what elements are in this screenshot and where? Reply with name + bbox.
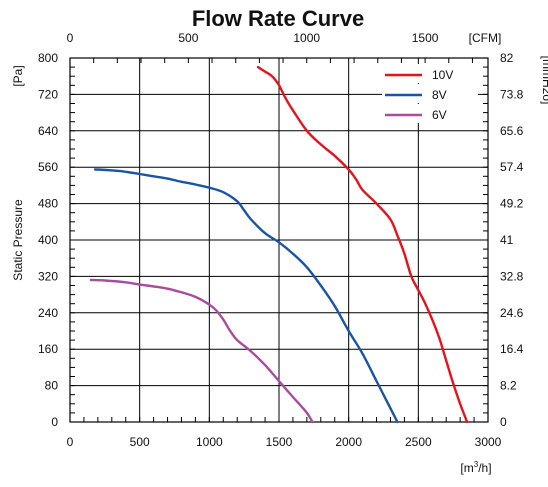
y-axis-unit: [Pa] [11, 65, 25, 86]
x-tick-label: 2500 [405, 435, 432, 449]
legend-label-6v: 6V [432, 108, 447, 122]
right-tick-label: 32.8 [500, 269, 524, 283]
top-tick-label: 1500 [412, 31, 439, 45]
top-tick-label: 0 [67, 31, 74, 45]
y-tick-label: 320 [38, 269, 58, 283]
plot-frame [69, 57, 489, 423]
right-tick-label: 57.4 [500, 160, 524, 174]
y-tick-label: 160 [38, 342, 58, 356]
left-axis-labels: 0 80 160 240 320 400 480 560 640 720 800 [38, 51, 58, 429]
top-tick-label: 500 [178, 31, 198, 45]
series-line-6v [89, 278, 314, 424]
right-axis-labels: 0 8.2 16.4 24.6 32.8 41 49.2 57.4 65.6 73.8 82 [500, 51, 524, 429]
x-tick-label: 3000 [475, 435, 502, 449]
right-tick-label: 24.6 [500, 306, 524, 320]
legend-bg [382, 64, 478, 83]
legend-bg [382, 104, 478, 123]
series-line-8v [93, 168, 399, 424]
y-tick-label: 560 [38, 160, 58, 174]
x-unit-tail: /h] [478, 461, 491, 475]
right-tick-label: 0 [500, 415, 507, 429]
x-tick-label: 2000 [335, 435, 362, 449]
series-group [89, 65, 469, 424]
y-tick-label: 800 [38, 51, 58, 65]
legend-label-8v: 8V [432, 88, 447, 102]
y-tick-label: 480 [38, 197, 58, 211]
y-tick-label: 720 [38, 87, 58, 101]
y-tick-label: 400 [38, 233, 58, 247]
chart-title: Flow Rate Curve [192, 6, 364, 31]
y-tick-label: 240 [38, 306, 58, 320]
top-axis-unit: [CFM] [469, 31, 502, 45]
right-tick-label: 73.8 [500, 87, 524, 101]
y-tick-label: 80 [45, 379, 59, 393]
right-tick-label: 8.2 [500, 379, 517, 393]
right-tick-label: 82 [500, 51, 514, 65]
x-unit-sup: 3 [474, 460, 479, 469]
x-tick-label: 1500 [266, 435, 293, 449]
right-tick-label: 65.6 [500, 124, 524, 138]
x-tick-label: 500 [130, 435, 150, 449]
y-tick-label: 0 [51, 415, 58, 429]
legend-bg [382, 84, 478, 103]
series-line-10v [256, 65, 469, 424]
right-tick-label: 49.2 [500, 197, 524, 211]
right-axis-unit: [mmH2o] [540, 56, 548, 105]
x-unit-base: [m [460, 461, 473, 475]
y-axis-label: Static Pressure [11, 199, 25, 281]
right-tick-label: 16.4 [500, 342, 524, 356]
legend-label-10v: 10V [432, 68, 453, 82]
bottom-axis-labels: 0 500 1000 1500 2000 2500 3000 [67, 435, 502, 449]
top-axis-labels: 0 500 1000 1500 [67, 31, 439, 45]
x-tick-label: 1000 [196, 435, 223, 449]
x-axis-unit: [m3/h] [460, 460, 491, 475]
top-tick-label: 1000 [293, 31, 320, 45]
right-tick-label: 41 [500, 233, 514, 247]
y-tick-label: 640 [38, 124, 58, 138]
legend: 10V 8V 6V [382, 64, 478, 123]
x-tick-label: 0 [67, 435, 74, 449]
